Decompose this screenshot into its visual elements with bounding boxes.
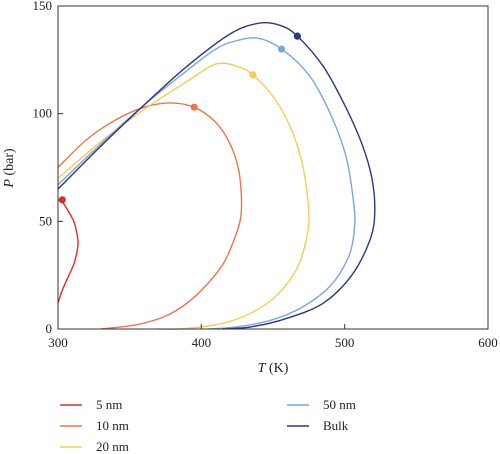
x-axis-ticks: 300 400 500 600 [48, 324, 498, 350]
y-axis-ticks: 0 50 100 150 [33, 0, 63, 336]
y-axis-label: P (bar) [2, 148, 17, 189]
legend-label-4: 50 nm [323, 397, 356, 412]
critical-point-2 [190, 103, 198, 111]
legend: 5 nm 10 nm 20 nm 50 nm Bulk [60, 397, 356, 454]
critical-point-5 [293, 32, 301, 40]
x-axis-label: T (K) [258, 361, 289, 376]
legend-label-5: Bulk [323, 418, 349, 433]
critical-point-3 [249, 71, 257, 79]
critical-point-1 [58, 196, 66, 204]
plot-frame [57, 5, 489, 330]
series-curves [57, 21, 376, 331]
x-tick-label: 600 [478, 335, 498, 350]
x-tick-label: 300 [48, 335, 68, 350]
series-line-1 [57, 199, 79, 304]
y-tick-label: 150 [33, 0, 53, 13]
critical-points [58, 32, 301, 204]
y-tick-label: 100 [33, 106, 53, 121]
x-tick-label: 400 [192, 335, 212, 350]
series-line-5 [57, 21, 376, 330]
y-tick-label: 50 [39, 213, 52, 228]
series-line-3 [57, 62, 310, 331]
legend-label-2: 10 nm [96, 418, 129, 433]
legend-label-3: 20 nm [96, 439, 129, 454]
legend-label-1: 5 nm [96, 397, 122, 412]
critical-point-4 [278, 45, 286, 53]
x-tick-label: 500 [335, 335, 355, 350]
series-line-2 [57, 102, 243, 330]
y-tick-label: 0 [46, 321, 53, 336]
series-line-4 [57, 37, 356, 330]
